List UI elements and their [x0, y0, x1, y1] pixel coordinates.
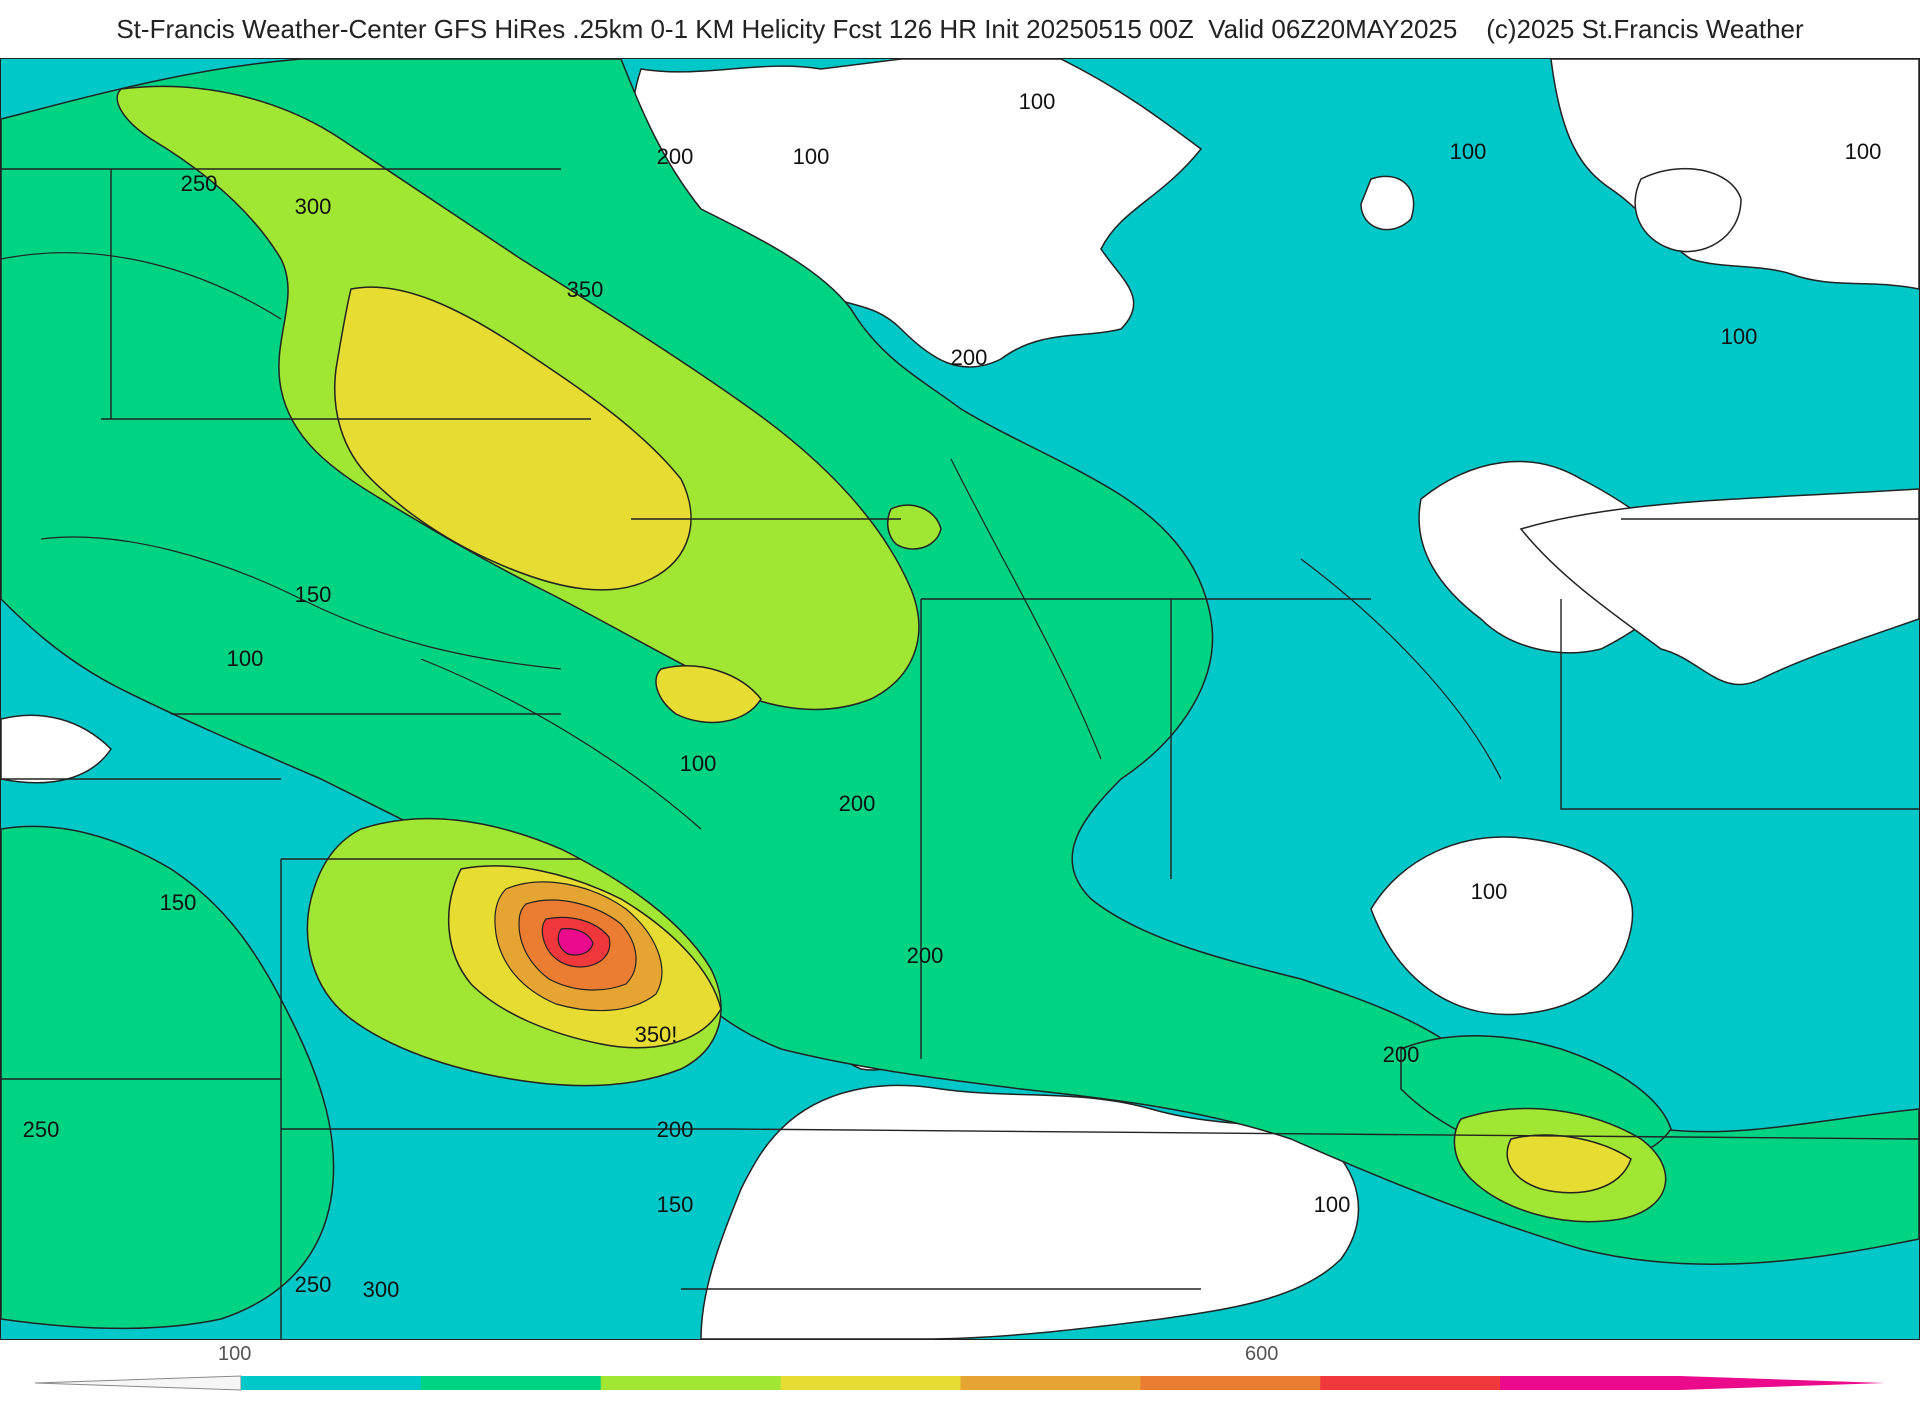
contour-line	[420, 658, 702, 830]
legend-swatch	[780, 1376, 961, 1390]
contour-line	[40, 536, 562, 670]
white-region-southeast	[700, 1084, 1360, 1339]
contour-labels: 100 200 100 250 300 350 100 200 100 100 …	[23, 89, 1882, 1302]
contour-label: 150	[160, 890, 197, 915]
map-canvas: 100 200 100 250 300 350 100 200 100 100 …	[1, 59, 1919, 1339]
helicity-maximum	[494, 881, 663, 1012]
border-line	[730, 1128, 1919, 1140]
legend-swatch	[1320, 1376, 1501, 1390]
white-region-virginia	[1370, 836, 1634, 1016]
contour-label: 350	[567, 277, 604, 302]
contour-label: 200	[657, 1117, 694, 1142]
legend-right-arrow	[1680, 1376, 1885, 1390]
contour-label: 350!	[635, 1022, 678, 1047]
legend-swatch	[600, 1376, 782, 1390]
legend-swatch	[420, 1376, 602, 1390]
white-region-mid-atlantic	[1519, 488, 1919, 686]
legend-bar	[34, 1375, 1885, 1391]
contour-label: 100	[1471, 879, 1508, 904]
white-region-southwest	[1, 714, 112, 784]
contour-line	[1300, 558, 1502, 780]
legend-swatch	[960, 1376, 1141, 1390]
contour-label: 300	[295, 194, 332, 219]
contour-label: 200	[1383, 1042, 1420, 1067]
contour-label: 200	[657, 144, 694, 169]
yellow-region-plains	[334, 286, 692, 591]
map-title: St-Francis Weather-Center GFS HiRes .25k…	[116, 13, 1804, 44]
contour-label: 150	[657, 1192, 694, 1217]
legend-swatch	[1140, 1376, 1321, 1390]
color-scale-legend	[0, 1340, 1920, 1400]
legend-tick-min: 100	[218, 1343, 252, 1365]
lime-region-small	[886, 504, 942, 550]
contour-label: 100	[1314, 1192, 1351, 1217]
contour-label: 200	[839, 791, 876, 816]
helicity-map[interactable]: 100 200 100 250 300 350 100 200 100 100 …	[0, 58, 1920, 1340]
contour-line	[1, 252, 282, 320]
yellow-region-small	[655, 665, 762, 724]
contour-label: 250	[23, 1117, 60, 1142]
magenta-core	[557, 928, 594, 956]
contour-line	[950, 458, 1102, 760]
contour-label: 100	[680, 751, 717, 776]
contour-label: 250	[181, 171, 218, 196]
border-line	[1560, 599, 1919, 810]
contour-label: 100	[1019, 89, 1056, 114]
contour-label: 100	[1845, 139, 1882, 164]
contour-label: 100	[227, 646, 264, 671]
legend-left-arrow	[34, 1375, 242, 1391]
contour-label: 150	[295, 582, 332, 607]
contour-label: 200	[951, 345, 988, 370]
contour-label: 300	[363, 1277, 400, 1302]
white-region-northeast	[1550, 59, 1919, 290]
contour-label: 100	[1721, 324, 1758, 349]
legend-tick-max: 600	[1245, 1343, 1279, 1365]
contour-label: 100	[793, 144, 830, 169]
state-borders	[1, 168, 1919, 1339]
green-region-southwest	[1, 825, 335, 1330]
contour-label: 200	[907, 943, 944, 968]
contour-label: 100	[1450, 139, 1487, 164]
legend-swatch	[241, 1376, 422, 1390]
legend-swatch	[1500, 1376, 1681, 1390]
contour-label: 250	[295, 1272, 332, 1297]
white-region-bay	[1360, 175, 1415, 231]
white-region-lake-ring	[1634, 167, 1742, 253]
legend-swatches	[241, 1376, 1681, 1390]
contour-lines	[1, 252, 1502, 830]
